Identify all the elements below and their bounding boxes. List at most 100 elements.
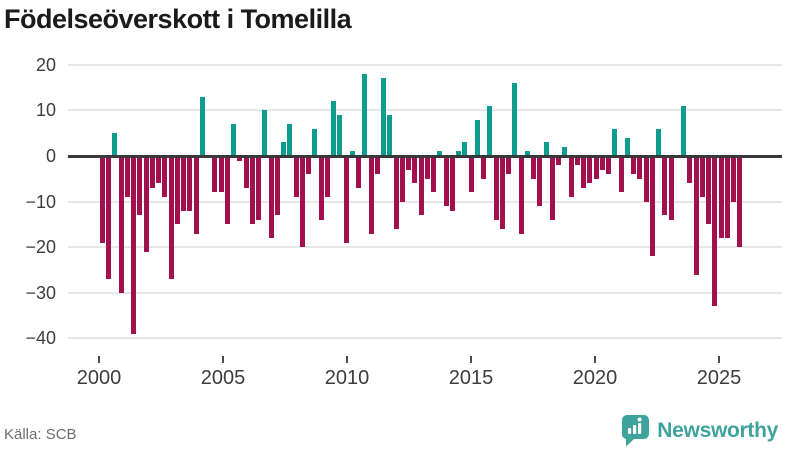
bar-2012-q4 — [418, 156, 424, 216]
bar-2007-q2 — [281, 142, 287, 156]
bar-2015-q3 — [487, 105, 493, 156]
bar-2000-q3 — [112, 133, 118, 156]
x-axis-tick-2025 — [718, 356, 720, 363]
bar-2008-q3 — [312, 128, 318, 156]
newsworthy-wordmark: Newsworthy — [657, 418, 778, 442]
bar-2009-q1 — [324, 156, 330, 198]
bar-2012-q2 — [406, 156, 412, 170]
bar-2003-q1 — [174, 156, 180, 225]
bar-2025-q1 — [724, 156, 730, 239]
bar-2020-q2 — [606, 156, 612, 175]
bar-2021-q4 — [643, 156, 649, 202]
bar-2022-q3 — [662, 156, 668, 216]
bar-2006-q4 — [268, 156, 274, 239]
bar-2015-q1 — [474, 119, 480, 156]
bar-2000-q4 — [118, 156, 124, 293]
y-axis-label--20: −20 — [25, 237, 56, 258]
bar-2016-q4 — [518, 156, 524, 234]
y-axis-label--30: −30 — [25, 282, 56, 303]
bar-2004-q3 — [212, 156, 218, 193]
bar-2022-q2 — [656, 128, 662, 156]
bar-2001-q3 — [137, 156, 143, 216]
bar-2020-q3 — [612, 128, 618, 156]
bar-2005-q4 — [243, 156, 249, 188]
bar-2007-q4 — [293, 156, 299, 198]
bar-2024-q4 — [718, 156, 724, 239]
x-axis-tick-2020 — [594, 356, 596, 363]
gridline-y10 — [68, 109, 782, 112]
bar-2006-q3 — [262, 110, 268, 156]
bar-2024-q2 — [706, 156, 712, 225]
bar-2011-q2 — [381, 78, 387, 156]
chart-title: Födelseöverskott i Tomelilla — [4, 4, 352, 34]
bar-2014-q4 — [468, 156, 474, 193]
x-axis-label-2005: 2005 — [200, 367, 246, 389]
bar-2021-q3 — [637, 156, 643, 179]
bar-2009-q4 — [343, 156, 349, 243]
bar-2014-q2 — [456, 151, 462, 156]
bar-2023-q4 — [693, 156, 699, 275]
bar-2005-q3 — [237, 156, 243, 161]
bar-2024-q3 — [712, 156, 718, 307]
y-axis-label--10: −10 — [25, 191, 56, 212]
bar-2022-q1 — [649, 156, 655, 257]
bar-2007-q3 — [287, 124, 293, 156]
bar-2020-q1 — [599, 156, 605, 170]
bar-2021-q1 — [624, 137, 630, 156]
source-label: Källa: SCB — [4, 426, 77, 443]
gridline-y-30 — [68, 291, 782, 294]
bar-2011-q1 — [374, 156, 380, 175]
x-axis-label-2020: 2020 — [572, 367, 618, 389]
y-axis-label--40: −40 — [25, 328, 56, 349]
bar-2005-q2 — [231, 124, 237, 156]
bar-2018-q1 — [549, 156, 555, 220]
bar-2011-q3 — [387, 114, 393, 156]
bar-2019-q3 — [587, 156, 593, 184]
bar-2004-q4 — [218, 156, 224, 193]
x-axis-label-2010: 2010 — [324, 367, 370, 389]
gridline-y20 — [68, 63, 782, 66]
x-axis-label-2015: 2015 — [448, 367, 494, 389]
bar-2002-q4 — [168, 156, 174, 280]
bar-2003-q2 — [181, 156, 187, 211]
bar-2009-q3 — [337, 114, 343, 156]
bar-2022-q4 — [668, 156, 674, 220]
y-axis-label-10: 10 — [35, 100, 56, 121]
bar-2001-q2 — [131, 156, 137, 334]
gridline-y-10 — [68, 200, 782, 203]
bar-2011-q4 — [393, 156, 399, 229]
bar-2012-q1 — [399, 156, 405, 202]
bar-2019-q4 — [593, 156, 599, 179]
bar-2003-q4 — [193, 156, 199, 234]
bar-2025-q3 — [737, 156, 743, 248]
bar-2013-q3 — [437, 151, 443, 156]
bar-2009-q2 — [331, 101, 337, 156]
bar-2017-q2 — [531, 156, 537, 179]
bar-2007-q1 — [274, 156, 280, 216]
bar-2017-q3 — [537, 156, 543, 207]
x-axis-tick-2015 — [470, 356, 472, 363]
bar-2010-q1 — [349, 151, 355, 156]
bar-2013-q2 — [431, 156, 437, 193]
bar-2016-q3 — [512, 83, 518, 156]
bar-2023-q2 — [681, 105, 687, 156]
bar-2010-q2 — [356, 156, 362, 188]
bar-2021-q2 — [631, 156, 637, 175]
bar-2001-q1 — [124, 156, 130, 198]
bar-2003-q3 — [187, 156, 193, 211]
bar-2004-q1 — [199, 96, 205, 156]
bar-2002-q3 — [162, 156, 168, 198]
x-axis-tick-2010 — [346, 356, 348, 363]
bar-2017-q4 — [543, 142, 549, 156]
bar-2005-q1 — [224, 156, 230, 225]
bar-2008-q1 — [299, 156, 305, 248]
bar-2002-q2 — [156, 156, 162, 184]
x-axis-label-2025: 2025 — [696, 367, 742, 389]
bar-2023-q3 — [687, 156, 693, 184]
gridline-y-20 — [68, 246, 782, 249]
bar-2008-q4 — [318, 156, 324, 220]
x-axis-tick-2005 — [222, 356, 224, 363]
bar-2006-q1 — [249, 156, 255, 225]
